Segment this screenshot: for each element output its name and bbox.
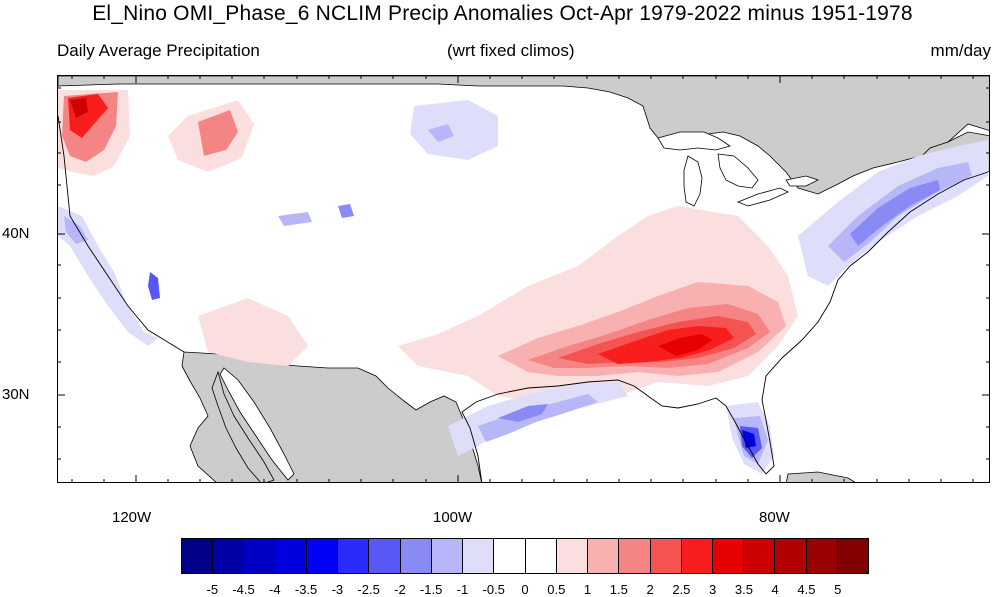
colorbar-box	[806, 539, 838, 573]
colorbar-box	[463, 539, 495, 573]
mexico-landmass	[181, 351, 482, 482]
baja-california	[211, 370, 275, 482]
colorbar-tick-label: -0.5	[482, 582, 505, 597]
colorbar-tick-label: 4.5	[797, 582, 816, 597]
negative-anomalies	[58, 100, 988, 474]
colorbar-tick-label: -3.5	[294, 582, 318, 597]
colorbar-box	[556, 539, 589, 573]
colorbar-tick-label: 5	[834, 582, 842, 597]
colorbar-box	[400, 539, 432, 573]
colorbar-box	[369, 539, 401, 573]
colorbar-box	[494, 539, 526, 573]
positive-anomalies	[58, 90, 798, 406]
colorbar-box	[431, 539, 464, 573]
colorbar-box	[338, 539, 370, 573]
colorbar-tick-label: -4.5	[232, 582, 255, 597]
subtitle-left: Daily Average Precipitation	[57, 41, 260, 60]
map-panel	[57, 75, 990, 483]
colorbar-box	[837, 539, 869, 573]
lon-label-80w: 80W	[759, 509, 790, 526]
map-title: El_Nino OMI_Phase_6 NCLIM Precip Anomali…	[92, 2, 913, 25]
colorbar-box	[712, 539, 745, 573]
lon-label-120w: 120W	[112, 509, 152, 526]
colorbar-tick-label: 2.5	[672, 582, 691, 597]
colorbar-tick-label: -1.5	[419, 582, 443, 597]
colorbar-tick-label: 0	[521, 582, 529, 597]
lake-superior	[657, 131, 731, 151]
colorbar-tick-label: 1	[583, 582, 592, 597]
colorbar-box	[650, 539, 682, 573]
colorbar-tick-label: -2.5	[357, 582, 380, 597]
colorbar-box	[182, 539, 214, 573]
colorbar-box	[619, 539, 651, 573]
subtitle-center: (wrt fixed climos)	[447, 41, 575, 60]
colorbar-tick-label: -4	[269, 582, 281, 597]
colorbar-box	[213, 539, 245, 573]
lake-erie	[736, 187, 789, 207]
colorbar-box	[275, 539, 307, 573]
colorbar-tick-label: -3	[331, 582, 344, 597]
colorbar-box	[306, 539, 339, 573]
colorbar-box	[681, 539, 713, 573]
lake-michigan	[683, 155, 703, 207]
coastlines	[58, 115, 989, 482]
colorbar-tick-label: 3.5	[734, 582, 753, 597]
lat-label-30n: 30N	[2, 386, 30, 403]
colorbar-tick-label: 1.5	[609, 582, 628, 597]
colorbar-tick-label: 3	[709, 582, 717, 597]
colorbar-box	[588, 539, 620, 573]
colorbar-tick-label: 2	[646, 582, 654, 597]
colorbar-box	[744, 539, 776, 573]
lon-label-100w: 100W	[433, 509, 473, 526]
colorbar-box	[244, 539, 276, 573]
colorbar-tick-label: -1	[456, 582, 469, 597]
colorbar	[181, 538, 869, 574]
colorbar-box	[775, 539, 807, 573]
colorbar-tick-label: 4	[771, 582, 779, 597]
gulf-of-california	[219, 367, 295, 481]
colorbar-box	[525, 539, 557, 573]
lake-ontario	[785, 175, 820, 187]
lake-huron	[717, 153, 759, 189]
subtitle-units: mm/day	[930, 41, 991, 60]
colorbar-tick-label: 0.5	[547, 582, 566, 597]
precip-anomaly-map	[58, 76, 989, 482]
cuba-landmass	[785, 471, 856, 482]
colorbar-tick-label: -5	[206, 582, 219, 597]
lat-label-40n: 40N	[2, 225, 30, 242]
colorbar-tick-label: -2	[394, 582, 406, 597]
